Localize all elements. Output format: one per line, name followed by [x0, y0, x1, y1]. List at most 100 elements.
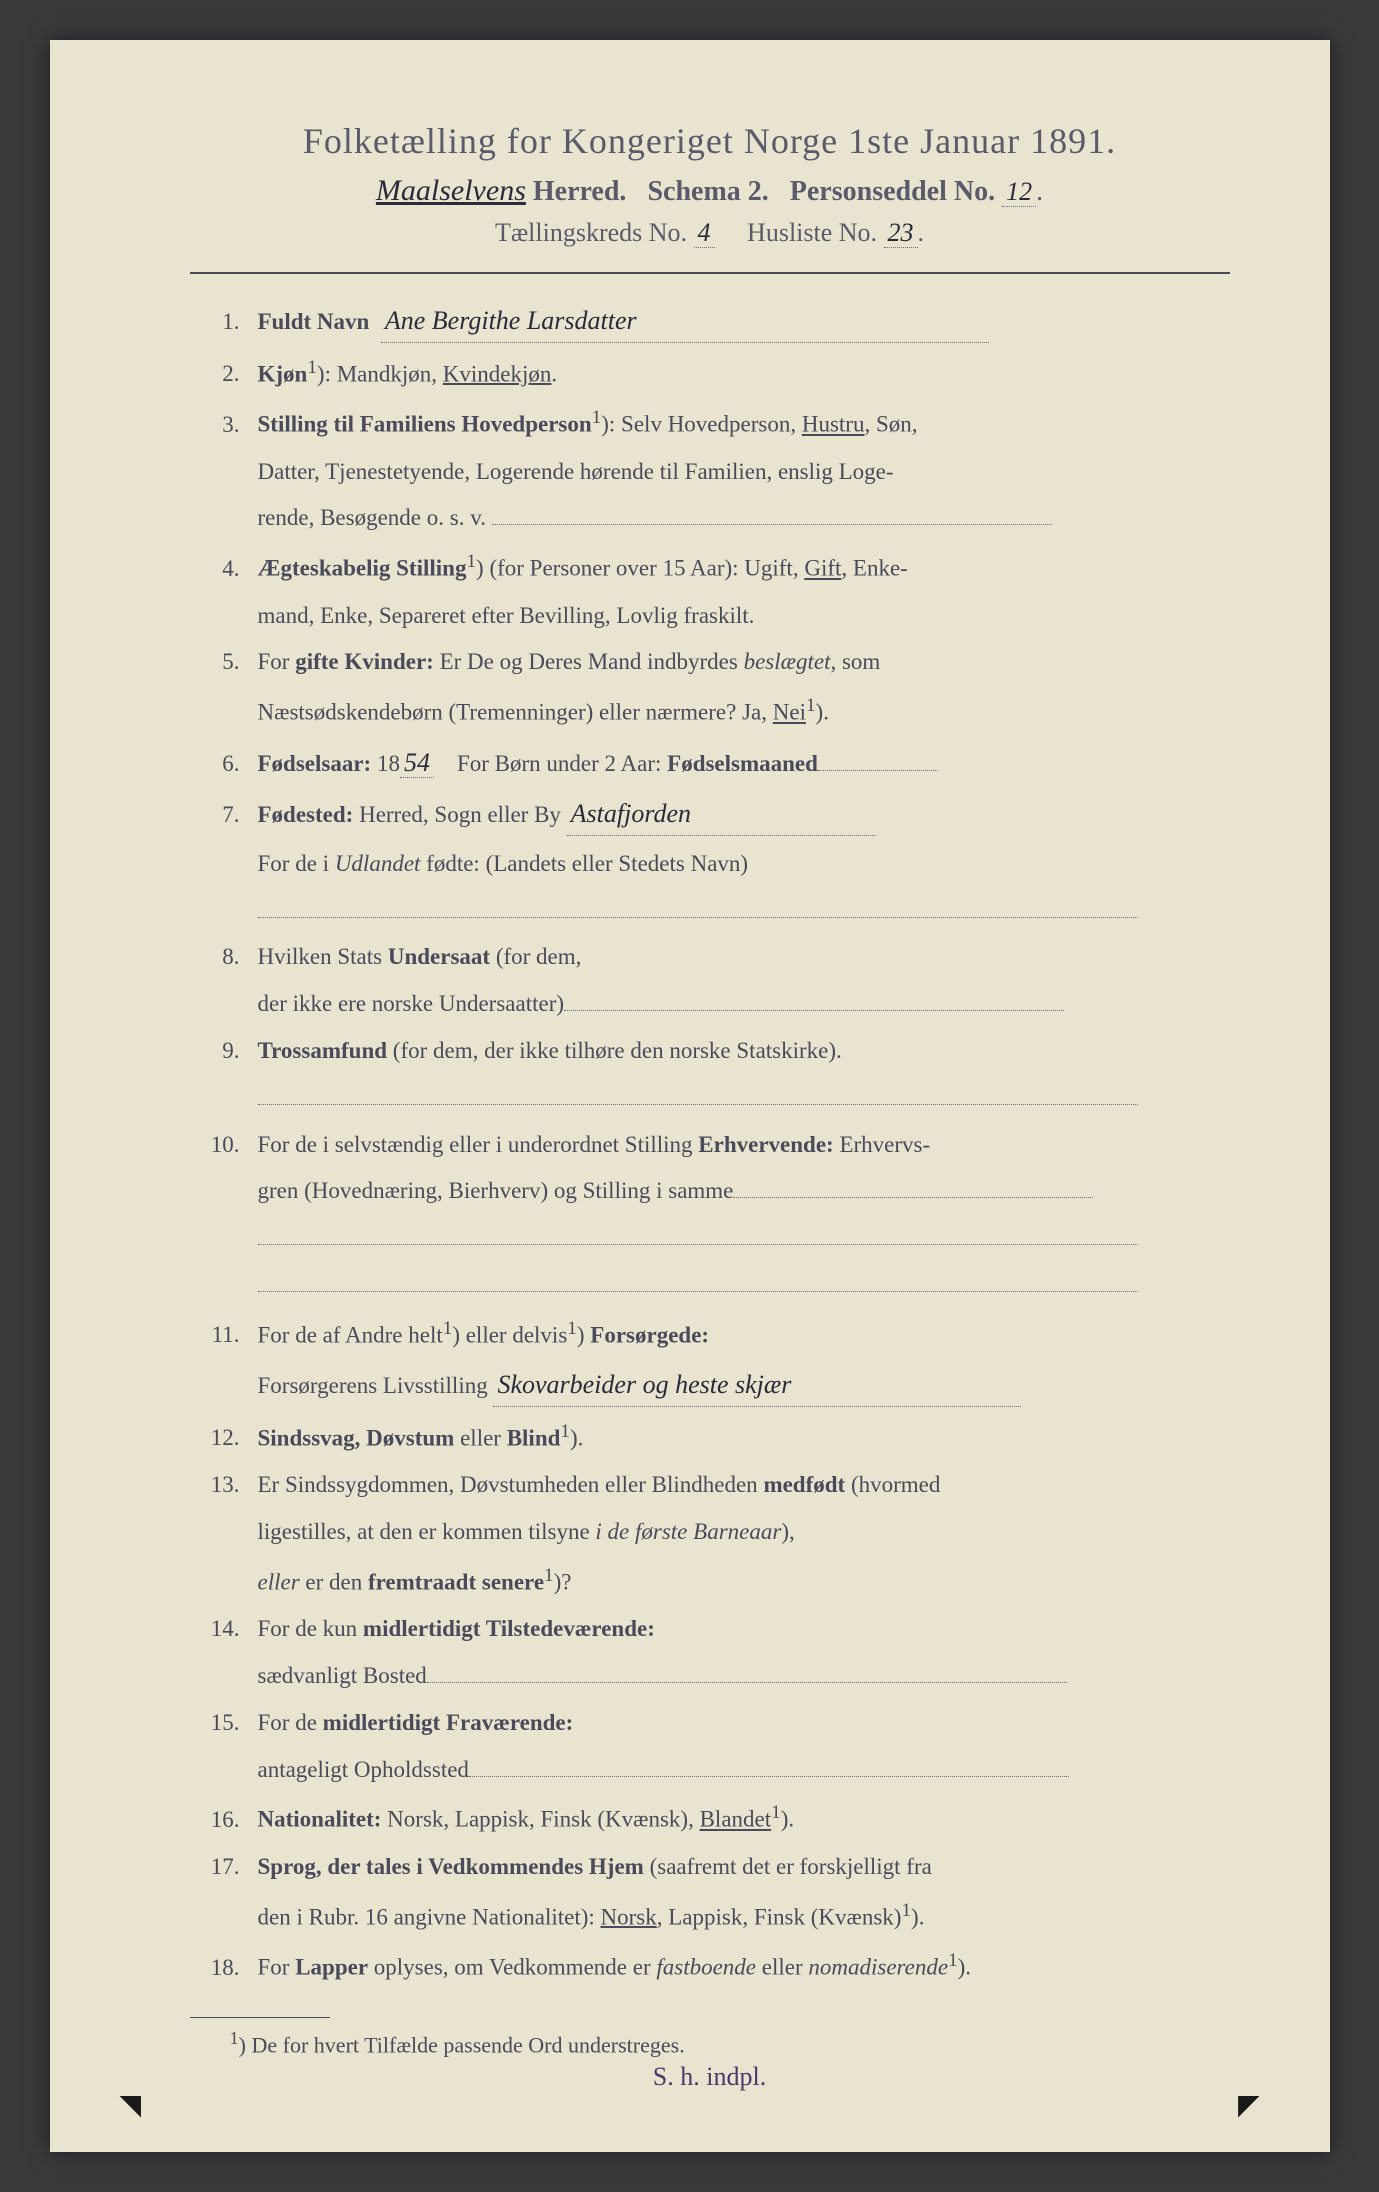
q9-fill-wrap	[190, 1080, 1230, 1117]
q9-label: Trossamfund	[258, 1038, 388, 1063]
q7-fill	[258, 917, 1138, 918]
q3-label: Stilling til Familiens Hovedperson	[258, 412, 592, 437]
q10-line2-wrap: gren (Hovednæring, Bierhverv) og Stillin…	[190, 1173, 1230, 1210]
q3-num: 3.	[190, 407, 258, 444]
question-3: 3. Stilling til Familiens Hovedperson1):…	[190, 403, 1230, 443]
footnote: 1) De for hvert Tilfælde passende Ord un…	[190, 2028, 1230, 2058]
q14-line2-wrap: sædvanligt Bosted	[190, 1658, 1230, 1695]
q3-selected: Hustru	[802, 412, 865, 437]
question-16: 16. Nationalitet: Norsk, Lappisk, Finsk …	[190, 1798, 1230, 1838]
q10-fill2-wrap	[190, 1220, 1230, 1257]
q10-line1a: For de i selvstændig eller i underordnet…	[258, 1132, 699, 1157]
q5-line1a: For	[258, 649, 296, 674]
q11-line2-wrap: Forsørgerens Livsstilling Skovarbeider o…	[190, 1364, 1230, 1407]
q8-line1: Hvilken Stats	[258, 944, 388, 969]
question-11: 11. For de af Andre helt1) eller delvis1…	[190, 1314, 1230, 1354]
q18-sup: 1	[948, 1950, 958, 1971]
q12-line1: eller	[454, 1425, 506, 1450]
question-12: 12. Sindssvag, Døvstum eller Blind1).	[190, 1417, 1230, 1457]
q17-label: Sprog, der tales i Vedkommendes Hjem	[258, 1854, 644, 1879]
header-divider	[190, 272, 1230, 274]
q3-line3: rende, Besøgende o. s. v.	[258, 505, 486, 530]
q5-selected: Nei	[773, 700, 806, 725]
q2-label: Kjøn	[258, 361, 308, 386]
q15-line2: antageligt Opholdssted	[258, 1757, 469, 1782]
q17-sup: 1	[901, 1900, 911, 1921]
signature-note: S. h. indpl.	[190, 2062, 1230, 2092]
q12-label: Sindssvag, Døvstum	[258, 1425, 455, 1450]
q13-line1a: Er Sindssygdommen, Døvstumheden eller Bl…	[258, 1472, 764, 1497]
q15-num: 15.	[190, 1705, 258, 1742]
q9-num: 9.	[190, 1033, 258, 1070]
q10-fill1	[733, 1197, 1093, 1198]
q7-label: Fødested:	[258, 802, 354, 827]
question-17: 17. Sprog, der tales i Vedkommendes Hjem…	[190, 1849, 1230, 1886]
corner-mark-left: ◥	[120, 2088, 142, 2122]
q17-line2b: , Lappisk, Finsk (Kvænsk)	[657, 1904, 902, 1929]
q13-label: medfødt	[763, 1472, 845, 1497]
q11-sup2: 1	[567, 1318, 577, 1339]
q13-sup: 1	[544, 1565, 554, 1586]
q18-line1a: For	[258, 1955, 296, 1980]
schema-label: Schema 2.	[647, 176, 768, 207]
q4-num: 4.	[190, 551, 258, 588]
question-8: 8. Hvilken Stats Undersaat (for dem,	[190, 939, 1230, 976]
q18-label: Lapper	[295, 1955, 368, 1980]
q13-num: 13.	[190, 1467, 258, 1504]
q2-selected: Kvindekjøn	[443, 361, 552, 386]
q3-line1: ): Selv Hovedperson,	[601, 412, 802, 437]
question-2: 2. Kjøn1): Mandkjøn, Kvindekjøn.	[190, 353, 1230, 393]
q17-num: 17.	[190, 1849, 258, 1886]
q7-line2-wrap: For de i Udlandet fødte: (Landets eller …	[190, 846, 1230, 883]
q7-line1a: Herred, Sogn eller By	[353, 802, 566, 827]
question-7: 7. Fødested: Herred, Sogn eller By Astaf…	[190, 793, 1230, 836]
q18-line1i2: nomadiserende	[808, 1955, 948, 1980]
q10-num: 10.	[190, 1127, 258, 1164]
q15-fill	[469, 1776, 1069, 1777]
q15-line2-wrap: antageligt Opholdssted	[190, 1752, 1230, 1789]
corner-mark-right: ◤	[1238, 2088, 1260, 2122]
q7-line2i: Udlandet	[335, 851, 421, 876]
q5-line2b: ).	[816, 700, 829, 725]
q13-line3b: er den	[300, 1570, 368, 1595]
q5-line1b: gifte Kvinder:	[295, 649, 434, 674]
question-15: 15. For de midlertidigt Fraværende:	[190, 1705, 1230, 1742]
question-6: 6. Fødselsaar: 1854 For Børn under 2 Aar…	[190, 742, 1230, 784]
q13-label2: fremtraadt senere	[368, 1570, 544, 1595]
q16-line1b: ).	[781, 1807, 794, 1832]
q7-line2: For de i	[258, 851, 335, 876]
q1-num: 1.	[190, 304, 258, 341]
kreds-label: Tællingskreds No.	[495, 218, 687, 247]
q10-line2: gren (Hovednæring, Bierhverv) og Stillin…	[258, 1178, 734, 1203]
footnote-rule	[190, 2017, 330, 2018]
q9-line1: (for dem, der ikke tilhøre den norske St…	[387, 1038, 842, 1063]
question-9: 9. Trossamfund (for dem, der ikke tilhør…	[190, 1033, 1230, 1070]
q4-line2: mand, Enke, Separeret efter Bevilling, L…	[190, 598, 1230, 635]
q14-line1: For de kun	[258, 1616, 363, 1641]
q6-label1: Fødselsaar:	[258, 751, 372, 776]
q18-line1c: eller	[756, 1955, 808, 1980]
form-title: Folketælling for Kongeriget Norge 1ste J…	[190, 120, 1230, 162]
q3-line3-wrap: rende, Besøgende o. s. v.	[190, 500, 1230, 537]
q8-line2: der ikke ere norske Undersaatter)	[258, 991, 565, 1016]
personseddel-no: 12	[1002, 177, 1036, 207]
q8-num: 8.	[190, 939, 258, 976]
q18-num: 18.	[190, 1950, 258, 1987]
q9-fill	[258, 1104, 1138, 1105]
q3-fill	[492, 524, 1052, 525]
kreds-no: 4	[694, 218, 715, 248]
q14-fill	[427, 1682, 1067, 1683]
q11-num: 11.	[190, 1317, 258, 1354]
footnote-sup: 1	[230, 2028, 239, 2048]
q13-line2-wrap: ligestilles, at den er kommen tilsyne i …	[190, 1514, 1230, 1551]
q2-options: ): Mandkjøn,	[317, 361, 443, 386]
q11-line1a: For de af Andre helt	[258, 1322, 443, 1347]
q6-label2: For Børn under 2 Aar:	[457, 751, 667, 776]
q13-line2b: ),	[781, 1519, 794, 1544]
q16-sup: 1	[771, 1802, 781, 1823]
herred-label: Herred.	[533, 176, 627, 207]
q16-selected: Blandet	[700, 1807, 772, 1832]
q7-num: 7.	[190, 797, 258, 834]
q10-fill3-wrap	[190, 1267, 1230, 1304]
q11-label: Forsørgede:	[590, 1322, 709, 1347]
